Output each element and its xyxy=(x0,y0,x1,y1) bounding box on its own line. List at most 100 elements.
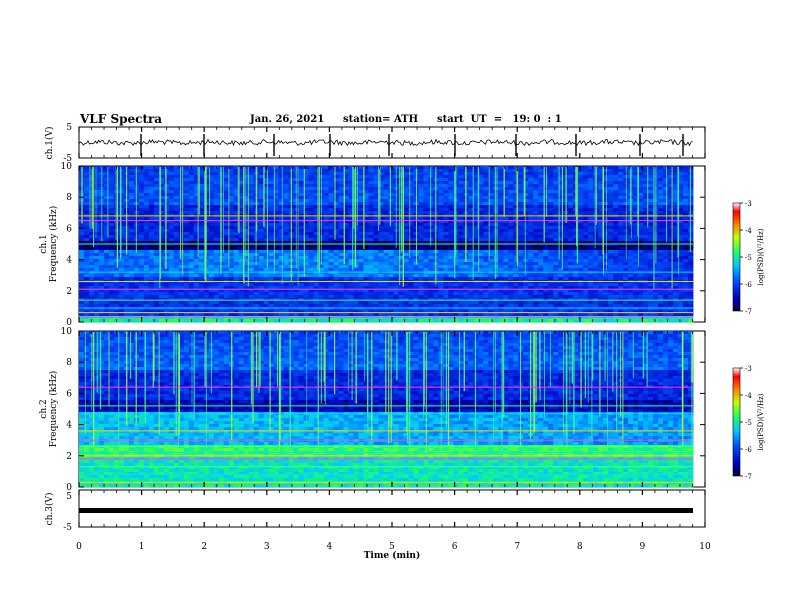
spectrogram-cell xyxy=(98,259,105,263)
spectrogram-cell xyxy=(303,313,310,317)
spectrogram-cell xyxy=(208,232,215,236)
spectrogram-cell xyxy=(183,208,190,212)
spectrogram-cell xyxy=(138,202,145,206)
spectrogram-cell xyxy=(213,307,220,311)
spectrogram-cell xyxy=(508,169,514,173)
spectrogram-cell xyxy=(458,208,464,212)
spectrogram-cell xyxy=(418,187,424,191)
spectrogram-cell xyxy=(93,235,100,239)
spectrogram-cell xyxy=(498,217,504,221)
spectrogram-cell xyxy=(443,202,449,206)
spectrogram-cell xyxy=(208,250,215,254)
spectrogram-cell xyxy=(118,199,125,203)
spectrogram-cell xyxy=(113,271,120,275)
spectrogram-cell xyxy=(353,175,359,179)
spectrogram-cell xyxy=(103,295,110,299)
spectrogram-cell xyxy=(348,319,354,323)
spectrogram-cell xyxy=(173,217,180,221)
spectrogram-cell xyxy=(333,268,339,272)
spectrogram-cell xyxy=(548,262,554,266)
spectrogram-cell xyxy=(303,253,310,257)
spectrogram-cell xyxy=(168,226,175,230)
spectrogram-cell xyxy=(403,253,409,257)
spectrogram-cell xyxy=(438,262,444,266)
spectrogram-cell xyxy=(538,202,544,206)
spectrogram-cell xyxy=(458,202,464,206)
spectrogram-cell xyxy=(373,313,379,317)
spectrogram-cell xyxy=(538,277,544,281)
spectrogram-cell xyxy=(248,181,255,185)
spectrogram-cell xyxy=(503,187,509,191)
spectrogram-cell xyxy=(528,262,534,266)
spectrogram-cell xyxy=(128,247,135,251)
spectrogram-cell xyxy=(283,274,290,278)
spectrogram-cell xyxy=(548,193,554,197)
spectrogram-cell xyxy=(493,262,499,266)
spectrogram-cell xyxy=(233,238,240,242)
spectrogram-cell xyxy=(198,259,205,263)
spectrogram-cell xyxy=(178,205,185,209)
spectrogram-cell xyxy=(168,283,175,287)
spectrogram-cell xyxy=(178,196,185,200)
spectrogram-cell xyxy=(538,211,544,215)
spectrogram-cell xyxy=(493,310,499,314)
spectrogram-cell xyxy=(168,292,175,296)
spectrogram-cell xyxy=(198,277,205,281)
spectrogram-cell xyxy=(258,199,265,203)
spectrogram-cell xyxy=(488,256,494,260)
spectrogram-cell xyxy=(153,178,160,182)
spectrogram-cell xyxy=(483,181,489,185)
spectrogram-cell xyxy=(533,265,539,269)
spectrogram-cell xyxy=(198,232,205,236)
spectrogram-cell xyxy=(288,289,295,293)
spectrogram-cell xyxy=(198,319,205,323)
spectrogram-cell xyxy=(333,190,339,194)
spectrogram-cell xyxy=(188,190,195,194)
spectrogram-cell xyxy=(258,256,265,260)
spectrogram-cell xyxy=(403,220,409,224)
spectrogram-cell xyxy=(468,307,474,311)
spectrogram-cell xyxy=(88,238,95,242)
spectrogram-cell xyxy=(438,193,444,197)
spectrogram-cell xyxy=(353,196,359,200)
spectrogram-cell xyxy=(233,247,240,251)
spectrogram-cell xyxy=(363,205,369,209)
spectrogram-cell xyxy=(323,283,329,287)
spectrogram-cell xyxy=(118,262,125,266)
spectrogram-cell xyxy=(503,268,509,272)
spectrogram-cell xyxy=(418,205,424,209)
spectrogram-cell xyxy=(158,283,165,287)
spectrogram-cell xyxy=(353,178,359,182)
spectrogram-cell xyxy=(108,286,115,290)
spectrogram-cell xyxy=(143,181,150,185)
spectrogram-cell xyxy=(193,250,200,254)
spectrogram-cell xyxy=(368,166,374,170)
spectrogram-cell xyxy=(368,235,374,239)
spectrogram-cell xyxy=(503,217,509,221)
spectrogram-cell xyxy=(328,190,334,194)
spectrogram-cell xyxy=(353,208,359,212)
spectrogram-cell xyxy=(348,205,354,209)
spectrogram-cell xyxy=(388,271,394,275)
spectrogram-cell xyxy=(503,229,509,233)
spectrogram-cell xyxy=(443,277,449,281)
spectrogram-cell xyxy=(343,223,349,227)
spectrogram-cell xyxy=(323,307,329,311)
spectrogram-cell xyxy=(523,244,529,248)
spectrogram-cell xyxy=(313,211,320,215)
spectrogram-cell xyxy=(228,229,235,233)
spectrogram-cell xyxy=(248,184,255,188)
spectrogram-cell xyxy=(93,256,100,260)
spectrogram-cell xyxy=(118,313,125,317)
spectrogram-cell xyxy=(363,178,369,182)
spectrogram-cell xyxy=(268,295,275,299)
spectrogram-cell xyxy=(403,274,409,278)
spectrogram-cell xyxy=(343,262,349,266)
spectrogram-cell xyxy=(263,292,270,296)
spectrogram-cell xyxy=(238,268,245,272)
spectrogram-cell xyxy=(373,286,379,290)
spectrogram-cell xyxy=(308,172,315,176)
spectrogram-cell xyxy=(278,262,285,266)
spectrogram-cell xyxy=(158,175,165,179)
spectrogram-cell xyxy=(548,241,554,245)
